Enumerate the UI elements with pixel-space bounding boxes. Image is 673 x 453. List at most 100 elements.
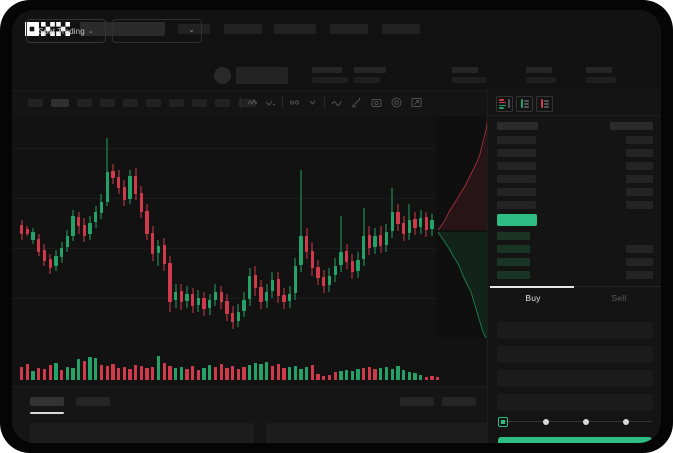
timeframe-7[interactable] bbox=[169, 99, 184, 107]
candle-body bbox=[116, 177, 121, 188]
candlestick-chart[interactable] bbox=[12, 116, 487, 338]
volume-bar bbox=[282, 368, 286, 380]
volume-bar bbox=[111, 364, 115, 380]
fullscreen-icon[interactable] bbox=[410, 96, 423, 109]
candle bbox=[42, 116, 47, 338]
timeframe-6[interactable] bbox=[146, 99, 161, 107]
bottom-action-2[interactable] bbox=[442, 397, 476, 406]
tab-sell[interactable]: Sell bbox=[611, 293, 627, 303]
orderbook-bid-row[interactable] bbox=[497, 258, 530, 266]
line-chart-icon[interactable] bbox=[330, 96, 343, 109]
order-type-field[interactable] bbox=[497, 322, 653, 339]
candle bbox=[430, 116, 434, 338]
volume-bar bbox=[310, 365, 315, 380]
orderbook-ask-row[interactable] bbox=[497, 136, 536, 144]
candle-body bbox=[230, 313, 235, 322]
volume-bar bbox=[59, 370, 64, 380]
stat-2-label bbox=[354, 67, 386, 73]
candle bbox=[242, 116, 246, 338]
volume-bar bbox=[88, 357, 92, 380]
timeframe-5[interactable] bbox=[123, 99, 138, 107]
nav-item-2[interactable] bbox=[224, 24, 262, 34]
okx-logo-icon[interactable] bbox=[25, 22, 70, 36]
candle-body bbox=[219, 292, 223, 302]
candle bbox=[185, 116, 189, 338]
total-field[interactable] bbox=[497, 394, 653, 411]
orderbook-ask-row[interactable] bbox=[497, 162, 536, 170]
candle-body bbox=[367, 235, 372, 248]
bottom-action-1[interactable] bbox=[400, 397, 434, 406]
alert-icon[interactable] bbox=[390, 96, 403, 109]
volume-bar bbox=[299, 369, 303, 380]
percent-slider[interactable] bbox=[498, 417, 652, 427]
volume-bar bbox=[105, 366, 109, 380]
chevron-down-icon[interactable] bbox=[306, 96, 319, 109]
candle bbox=[179, 116, 183, 338]
timeframe-1[interactable] bbox=[28, 99, 43, 107]
tab-buy[interactable]: Buy bbox=[525, 293, 541, 303]
volume-bar bbox=[322, 376, 326, 380]
volume-bar bbox=[259, 364, 263, 380]
slider-stop-75[interactable] bbox=[623, 418, 629, 425]
ob-line bbox=[544, 106, 549, 108]
bottom-tab-2[interactable] bbox=[76, 397, 110, 406]
orderbook-mode-both-icon[interactable] bbox=[496, 96, 513, 112]
orderbook-bid-row[interactable] bbox=[497, 271, 530, 279]
orderbook-ask-row[interactable] bbox=[497, 188, 536, 196]
timeframe-9[interactable] bbox=[215, 99, 230, 107]
volume-bar bbox=[333, 372, 337, 380]
orderbook-mode-asks-icon[interactable] bbox=[536, 96, 553, 112]
volume-bar bbox=[248, 365, 252, 380]
candle-body bbox=[350, 261, 354, 272]
chevron-down-icon: ⌄ bbox=[188, 25, 195, 34]
compare-icon[interactable] bbox=[264, 96, 277, 109]
orderbook-mode-bids-icon[interactable] bbox=[516, 96, 533, 112]
settings-icon[interactable] bbox=[288, 96, 301, 109]
timeframe-2[interactable] bbox=[51, 99, 69, 107]
candle-body bbox=[202, 298, 206, 309]
spot-trading-dropdown[interactable]: Spot Trading ⌄ bbox=[26, 19, 106, 43]
candle-body bbox=[196, 298, 201, 305]
candle bbox=[65, 116, 69, 338]
slider-stop-50[interactable] bbox=[583, 418, 589, 425]
price-field[interactable] bbox=[497, 346, 653, 363]
candle-body bbox=[99, 202, 104, 213]
volume-bar bbox=[413, 373, 417, 380]
orderbook-ask-row[interactable] bbox=[497, 149, 536, 157]
amount-field[interactable] bbox=[497, 370, 653, 387]
indicator-icon[interactable] bbox=[246, 96, 259, 109]
slider-handle[interactable] bbox=[498, 417, 508, 427]
bottom-tab-1[interactable] bbox=[30, 397, 64, 406]
timeframe-4[interactable] bbox=[100, 99, 115, 107]
timeframe-3[interactable] bbox=[77, 99, 92, 107]
orderbook-bid-row[interactable] bbox=[497, 232, 530, 240]
candle bbox=[48, 116, 52, 338]
candle bbox=[270, 116, 275, 338]
nav-item-3[interactable] bbox=[274, 24, 316, 34]
pair-select[interactable]: ⌄ bbox=[112, 19, 202, 43]
orderbook-ask-row[interactable] bbox=[497, 201, 536, 209]
orderbook-ask-row[interactable] bbox=[497, 175, 536, 183]
ob-line bbox=[499, 104, 506, 106]
slider-stop-25[interactable] bbox=[543, 418, 549, 425]
stat-3 bbox=[452, 67, 486, 83]
magnet-icon[interactable] bbox=[350, 96, 363, 109]
volume-bar bbox=[316, 374, 320, 380]
timeframe-10[interactable] bbox=[238, 99, 256, 107]
volume-bar bbox=[208, 365, 212, 380]
volume-bar bbox=[270, 366, 275, 380]
buy-submit-button[interactable] bbox=[498, 437, 652, 443]
stat-4-value bbox=[526, 77, 556, 83]
orderbook-bid-row[interactable] bbox=[497, 245, 530, 253]
candle bbox=[25, 116, 30, 338]
candle-body bbox=[162, 245, 166, 264]
candle-body bbox=[401, 223, 406, 234]
nav-item-5[interactable] bbox=[382, 24, 420, 34]
nav-item-4[interactable] bbox=[330, 24, 368, 34]
volume-bar bbox=[396, 366, 400, 380]
timeframe-8[interactable] bbox=[192, 99, 207, 107]
nav-item-1[interactable] bbox=[178, 24, 210, 34]
camera-icon[interactable] bbox=[370, 96, 383, 109]
candle bbox=[367, 116, 372, 338]
candle-body bbox=[339, 252, 343, 265]
